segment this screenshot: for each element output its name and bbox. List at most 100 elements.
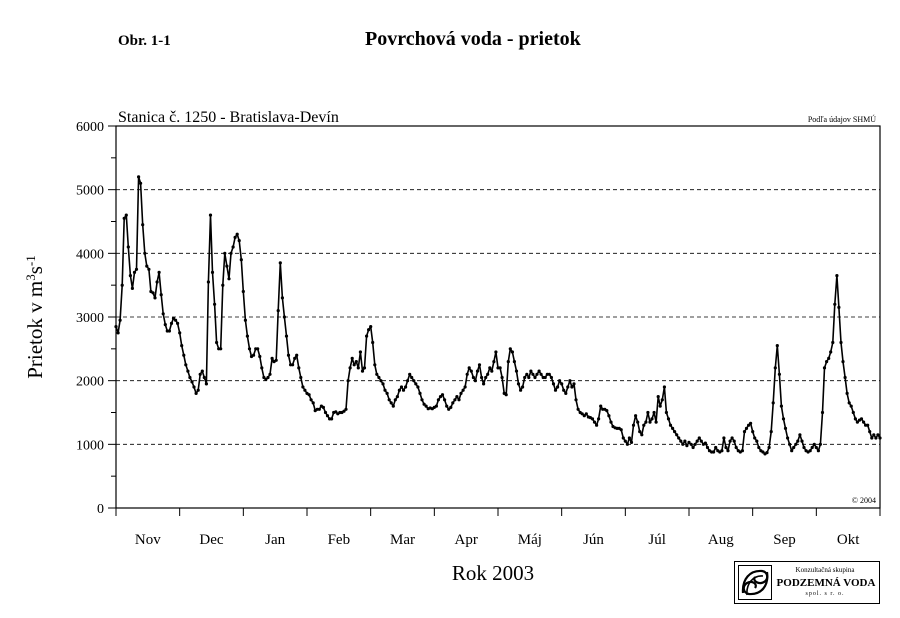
data-point	[215, 340, 219, 345]
data-point	[576, 407, 580, 411]
data-point	[321, 405, 325, 409]
data-point	[274, 358, 278, 362]
data-point	[521, 385, 525, 389]
y-tick-label: 3000	[76, 311, 104, 326]
data-point	[395, 395, 399, 399]
data-point	[126, 245, 130, 249]
data-point	[556, 385, 560, 389]
data-point	[286, 353, 291, 357]
data-point	[352, 363, 356, 367]
data-point	[434, 404, 438, 408]
data-point	[198, 372, 202, 376]
data-point	[845, 391, 849, 395]
station-subtitle: Stanica č. 1250 - Bratislava-Devín	[118, 109, 339, 126]
data-point	[260, 366, 264, 370]
data-point	[816, 449, 821, 453]
data-point	[350, 356, 354, 360]
data-point	[504, 393, 508, 397]
x-tick-label: Mar	[390, 532, 415, 548]
data-point	[247, 347, 252, 351]
chart-title: Povrchová voda - prietok	[365, 28, 581, 50]
y-tick-label: 4000	[76, 247, 104, 262]
data-point	[771, 401, 775, 405]
data-point	[798, 433, 802, 437]
data-point	[268, 372, 272, 376]
data-point	[831, 340, 835, 345]
data-point	[192, 385, 196, 389]
data-point	[325, 414, 330, 418]
data-point	[514, 369, 519, 373]
data-point	[839, 340, 843, 345]
data-point	[490, 369, 494, 373]
data-point	[728, 439, 732, 443]
data-point	[549, 375, 554, 380]
data-point	[675, 433, 679, 437]
data-point	[689, 442, 693, 446]
data-point	[124, 213, 128, 217]
data-point	[410, 375, 414, 380]
data-point	[800, 439, 804, 443]
data-point	[654, 420, 658, 424]
data-point	[371, 340, 375, 345]
data-point	[551, 382, 556, 386]
data-point	[868, 430, 872, 434]
data-point	[128, 274, 132, 278]
data-point	[145, 264, 149, 268]
data-point	[385, 391, 389, 395]
data-point	[309, 398, 313, 402]
company-logo: Konzultačná skupina PODZEMNÁ VODA spol. …	[734, 561, 880, 604]
spiral-logo-icon	[738, 565, 772, 600]
data-point	[453, 398, 457, 402]
data-point	[180, 344, 184, 348]
data-point	[564, 391, 568, 395]
y-tick-label: 0	[97, 502, 104, 517]
data-point	[477, 363, 482, 367]
data-point	[369, 325, 373, 329]
data-point	[229, 251, 233, 255]
data-point	[668, 423, 673, 427]
data-point	[847, 401, 851, 405]
data-point	[202, 375, 206, 380]
data-point	[387, 398, 391, 402]
data-point	[740, 449, 745, 453]
data-point	[241, 289, 245, 294]
data-point	[122, 216, 126, 220]
data-point	[796, 439, 800, 443]
y-tick-label: 2000	[76, 375, 104, 390]
data-point	[607, 414, 611, 418]
data-point	[726, 449, 730, 453]
data-point	[792, 445, 796, 450]
data-point	[697, 436, 701, 440]
data-point	[533, 375, 537, 380]
data-point	[595, 423, 599, 427]
grid-lines	[116, 189, 880, 445]
data-point	[262, 375, 266, 380]
y-tick-label: 1000	[76, 438, 104, 453]
data-point	[722, 436, 726, 440]
data-point	[120, 283, 124, 287]
data-point	[837, 305, 841, 309]
data-point	[558, 379, 562, 383]
data-point	[660, 398, 664, 402]
data-point	[677, 436, 681, 440]
data-point	[282, 315, 286, 319]
data-point	[749, 421, 753, 425]
data-point	[662, 385, 667, 389]
data-point	[424, 404, 428, 408]
data-point	[580, 412, 584, 416]
data-point	[492, 360, 496, 364]
data-point	[225, 264, 229, 268]
data-point	[130, 286, 134, 290]
data-point	[730, 436, 734, 440]
data-point	[176, 321, 180, 325]
logo-caption: Konzultačná skupina	[795, 566, 855, 574]
data-point	[705, 445, 710, 450]
data-point	[317, 407, 321, 411]
data-point	[447, 407, 451, 411]
data-point	[473, 379, 477, 383]
data-point	[584, 412, 588, 416]
data-point	[627, 436, 632, 440]
data-point	[334, 410, 338, 414]
data-point	[734, 445, 738, 450]
